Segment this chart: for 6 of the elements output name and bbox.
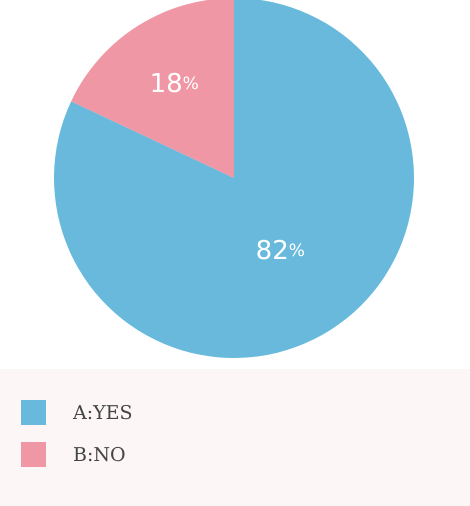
legend-label: A:YES: [72, 402, 133, 424]
data-label: 82%: [256, 236, 305, 266]
data-label: 18%: [150, 68, 199, 99]
pie-slice: [54, 0, 414, 358]
legend-label: B:NO: [73, 444, 126, 466]
pie-slice: [71, 0, 234, 178]
